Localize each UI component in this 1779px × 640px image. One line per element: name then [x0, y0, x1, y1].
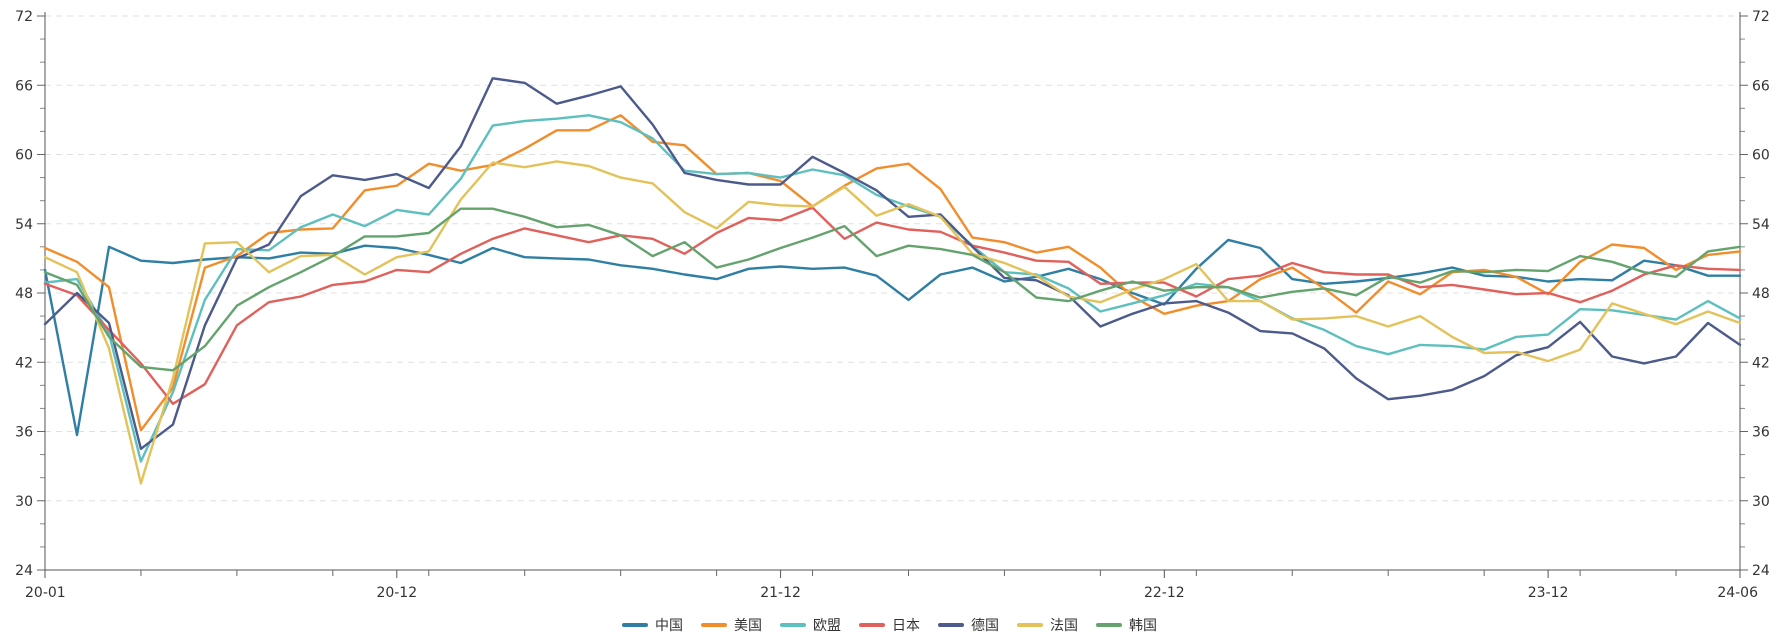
legend-item-5[interactable]: 法国 [1017, 615, 1078, 635]
x-tick-label: 24-06 [1717, 585, 1758, 601]
y-tick-label-left: 66 [15, 78, 33, 94]
y-tick-label-left: 24 [15, 563, 33, 579]
series-lines [43, 77, 1742, 485]
legend-label: 德国 [971, 618, 999, 634]
legend: 中国 美国 欧盟 日本 德国 法国 韩国 [0, 614, 1779, 636]
legend-label: 法国 [1050, 618, 1078, 634]
y-tick-label-right: 66 [1752, 78, 1770, 94]
y-tick-label-left: 54 [15, 217, 33, 233]
legend-swatch [622, 623, 648, 627]
series-line-3[interactable] [43, 206, 1742, 405]
legend-item-2[interactable]: 欧盟 [780, 615, 841, 635]
x-tick-label: 20-01 [25, 585, 66, 601]
line-chart: 24 24 30 30 36 36 42 42 48 48 54 54 60 60 66 66 72 72 20-0… [15, 9, 1770, 601]
legend-swatch [1096, 623, 1122, 627]
legend-label: 日本 [892, 618, 920, 634]
legend-swatch [701, 623, 727, 627]
y-tick-label-left: 30 [15, 494, 33, 510]
y-tick-label-right: 24 [1752, 563, 1770, 579]
y-tick-label-left: 48 [15, 286, 33, 302]
legend-item-6[interactable]: 韩国 [1096, 615, 1157, 635]
legend-swatch [938, 623, 964, 627]
x-tick-label: 20-12 [376, 585, 417, 601]
x-tick-label: 21-12 [760, 585, 801, 601]
y-tick-label-right: 72 [1752, 9, 1770, 25]
legend-item-0[interactable]: 中国 [622, 615, 683, 635]
legend-item-3[interactable]: 日本 [859, 615, 920, 635]
y-tick-label-left: 42 [15, 355, 33, 371]
series-line-6[interactable] [43, 207, 1742, 372]
y-tick-label-right: 48 [1752, 286, 1770, 302]
y-tick-label-left: 72 [15, 9, 33, 25]
legend-label: 韩国 [1129, 618, 1157, 634]
y-tick-label-right: 54 [1752, 217, 1770, 233]
y-tick-label-right: 60 [1752, 148, 1770, 164]
axes: 24 24 30 30 36 36 42 42 48 48 54 54 60 60 66 66 72 72 20-0… [15, 9, 1770, 601]
x-tick-label: 22-12 [1144, 585, 1185, 601]
legend-swatch [780, 623, 806, 627]
y-tick-label-left: 36 [15, 425, 33, 441]
series-line-2[interactable] [43, 114, 1742, 463]
y-tick-label-right: 36 [1752, 425, 1770, 441]
legend-item-4[interactable]: 德国 [938, 615, 999, 635]
x-tick-label: 23-12 [1528, 585, 1569, 601]
series-line-0[interactable] [43, 238, 1742, 437]
legend-swatch [859, 623, 885, 627]
series-line-4[interactable] [43, 77, 1742, 450]
y-tick-label-left: 60 [15, 148, 33, 164]
y-tick-label-right: 42 [1752, 355, 1770, 371]
y-tick-label-right: 30 [1752, 494, 1770, 510]
series-line-5[interactable] [43, 160, 1742, 485]
legend-label: 中国 [655, 618, 683, 634]
legend-label: 欧盟 [813, 618, 841, 634]
legend-item-1[interactable]: 美国 [701, 615, 762, 635]
legend-swatch [1017, 623, 1043, 627]
grid-lines [45, 15, 1740, 502]
legend-label: 美国 [734, 618, 762, 634]
